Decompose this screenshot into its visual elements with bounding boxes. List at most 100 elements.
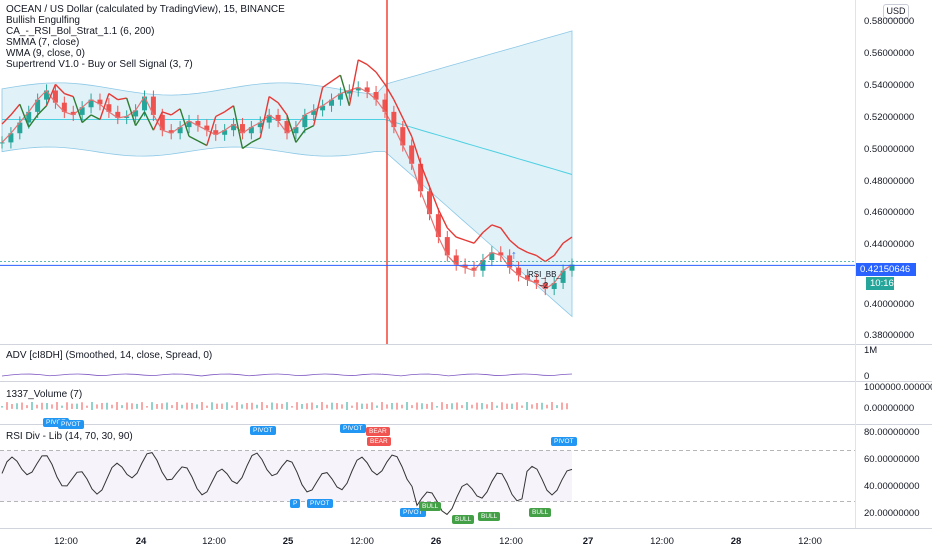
adv-line bbox=[457, 373, 468, 376]
adv-line bbox=[391, 374, 402, 377]
supertrend-segment bbox=[206, 116, 217, 146]
supertrend-segment bbox=[339, 75, 351, 106]
supertrend-segment bbox=[500, 227, 511, 241]
pane-separator[interactable] bbox=[0, 424, 932, 425]
legend-bullish-engulfing[interactable]: Bullish Engulfing bbox=[6, 15, 80, 26]
supertrend-segment bbox=[562, 236, 573, 244]
supertrend-segment bbox=[135, 111, 146, 126]
candle-body bbox=[471, 267, 477, 271]
supertrend-segment bbox=[224, 105, 234, 113]
candle-body bbox=[159, 114, 165, 131]
supertrend-segment bbox=[143, 111, 155, 131]
candle-body bbox=[427, 191, 432, 215]
time-axis-label: 27 bbox=[582, 536, 594, 547]
supertrend-segment bbox=[64, 92, 74, 98]
adv-label[interactable]: ADV [cI8DH] (Smoothed, 14, close, Spread… bbox=[6, 350, 213, 361]
candle-body bbox=[542, 282, 548, 290]
time-axis-label: 12:00 bbox=[798, 536, 822, 547]
candle-body bbox=[382, 99, 388, 112]
candle-body bbox=[551, 282, 557, 290]
candle-body bbox=[364, 87, 370, 92]
signal-label: PIVOT bbox=[58, 420, 84, 429]
signal-label: BEAR bbox=[366, 427, 390, 436]
current-price-tag: 0.42150646 bbox=[856, 263, 916, 276]
candle-body bbox=[346, 90, 352, 94]
supertrend-segment bbox=[251, 137, 261, 144]
candle-body bbox=[329, 99, 335, 106]
pane-separator[interactable] bbox=[0, 344, 932, 345]
candle-body bbox=[311, 110, 317, 115]
adv-line bbox=[106, 374, 117, 376]
legend-supertrend[interactable]: Supertrend V1.0 - Buy or Sell Signal (3,… bbox=[6, 59, 193, 70]
candle-body bbox=[391, 111, 397, 128]
signal-label: BULL bbox=[419, 502, 442, 511]
supertrend-segment bbox=[553, 242, 564, 256]
supertrend-segment bbox=[215, 111, 225, 118]
supertrend-segment bbox=[170, 108, 181, 116]
candle-body bbox=[52, 90, 58, 103]
supertrend-segment bbox=[242, 141, 252, 150]
candle-body bbox=[88, 99, 94, 108]
signal-label: BULL bbox=[529, 508, 552, 517]
signal-arrow: ↑ bbox=[511, 247, 517, 261]
price-axis-label: 0.38000000 bbox=[864, 330, 915, 341]
candle-body bbox=[150, 96, 156, 115]
time-axis-label: 24 bbox=[135, 536, 147, 547]
adv-line bbox=[505, 373, 516, 376]
currency-button[interactable]: USD bbox=[883, 4, 909, 19]
pane-separator[interactable] bbox=[0, 381, 932, 382]
candle-body bbox=[560, 270, 566, 283]
price-axis-label: 0.40000000 bbox=[864, 299, 915, 310]
adv-line bbox=[362, 373, 373, 375]
supertrend-segment bbox=[348, 59, 359, 106]
supertrend-segment bbox=[357, 59, 368, 66]
time-axis-label: 12:00 bbox=[350, 536, 374, 547]
candle-body bbox=[186, 121, 192, 128]
candle-body bbox=[275, 114, 281, 122]
candle-body bbox=[435, 214, 441, 238]
supertrend-segment bbox=[152, 111, 163, 131]
rsi-axis-label: 40.00000000 bbox=[864, 481, 920, 492]
legend-rsi-bol-strat[interactable]: CA_-_RSI_Bol_Strat_1.1 (6, 200) bbox=[6, 26, 155, 37]
adv-line bbox=[258, 373, 269, 376]
candle-body bbox=[409, 145, 415, 164]
price-axis-label: 0.54000000 bbox=[864, 80, 915, 91]
adv-line bbox=[182, 373, 193, 376]
adv-line bbox=[39, 374, 50, 377]
candle-body bbox=[418, 163, 424, 192]
candle-body bbox=[142, 96, 147, 111]
candle-body bbox=[44, 90, 50, 100]
adv-line bbox=[552, 374, 563, 376]
supertrend-segment bbox=[72, 96, 83, 123]
adv-line bbox=[11, 373, 22, 376]
price-axis-label: 0.52000000 bbox=[864, 112, 915, 123]
supertrend-segment bbox=[491, 224, 501, 229]
adv-line bbox=[210, 373, 221, 376]
adv-line bbox=[239, 374, 250, 377]
legend-wma[interactable]: WMA (9, close, 0) bbox=[6, 48, 85, 59]
rsi-label[interactable]: RSI Div - Lib (14, 70, 30, 90) bbox=[6, 431, 133, 442]
candle-body bbox=[337, 93, 343, 100]
supertrend-segment bbox=[482, 224, 493, 234]
supertrend-segment bbox=[419, 163, 431, 187]
supertrend-segment bbox=[366, 63, 377, 73]
supertrend-segment bbox=[295, 129, 306, 143]
rsi-axis-label: 60.00000000 bbox=[864, 454, 920, 465]
supertrend-segment bbox=[90, 114, 101, 121]
adv-line bbox=[353, 374, 364, 376]
candle-body bbox=[35, 99, 41, 112]
volume-label[interactable]: 1337_Volume (7) bbox=[6, 389, 83, 400]
supertrend-segment bbox=[428, 186, 440, 210]
legend-smma[interactable]: SMMA (7, close) bbox=[6, 37, 80, 48]
legend-title: OCEAN / US Dollar (calculated by Trading… bbox=[6, 4, 285, 15]
candle-body bbox=[124, 116, 130, 118]
candle-body bbox=[373, 92, 379, 100]
candle-body bbox=[0, 142, 5, 144]
candle-body bbox=[355, 87, 361, 91]
candle-body bbox=[284, 121, 290, 134]
adv-line bbox=[334, 373, 345, 376]
signal-label: BEAR bbox=[367, 437, 391, 446]
rsi-axis-label: 80.00000000 bbox=[864, 427, 920, 438]
candle-body bbox=[302, 114, 308, 128]
